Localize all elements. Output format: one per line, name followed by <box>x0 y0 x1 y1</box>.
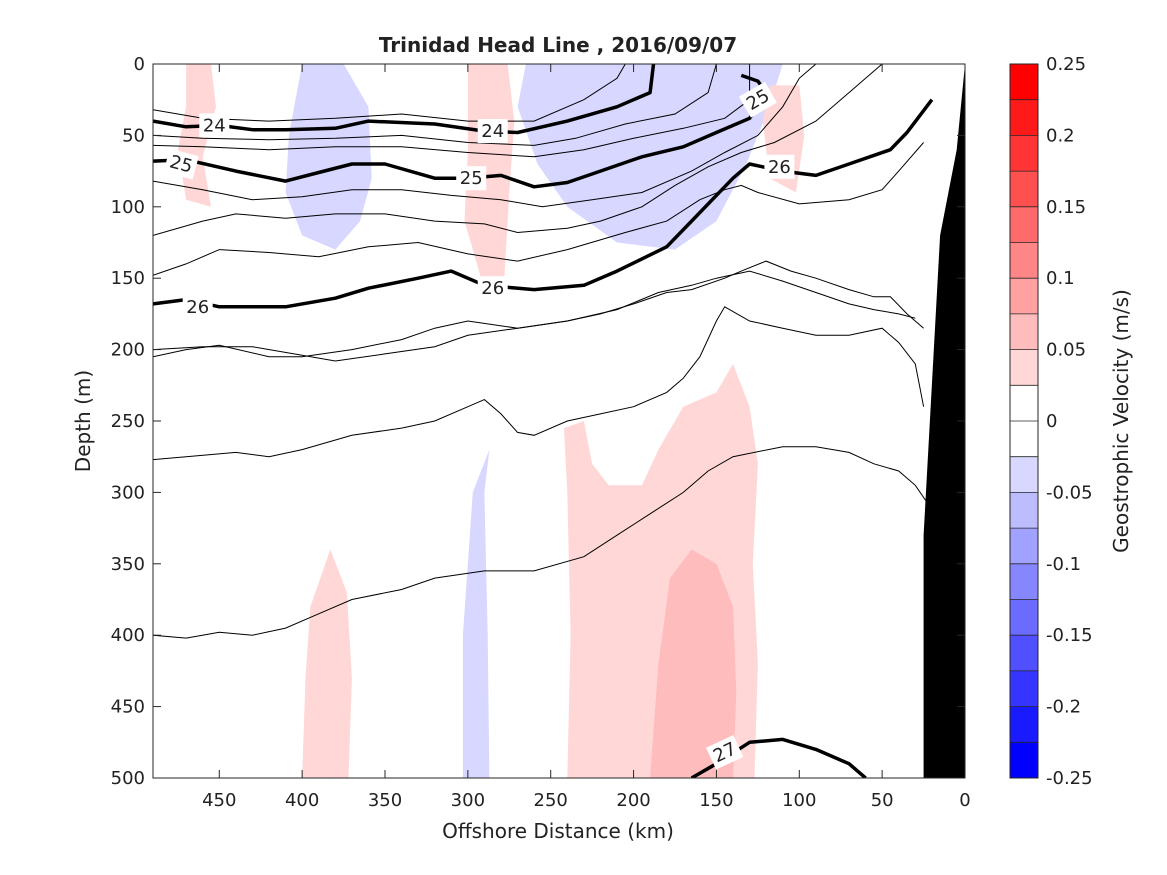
colorbar-swatch <box>1010 742 1038 779</box>
x-tick-label: 400 <box>285 790 319 811</box>
x-tick-label: 350 <box>368 790 402 811</box>
colorbar-tick-label: 0 <box>1046 411 1057 432</box>
velocity-patch-pink-deep-core <box>650 549 737 778</box>
velocity-patch-blue-390 <box>285 64 372 250</box>
y-tick-label: 500 <box>111 768 145 789</box>
x-tick-label: 0 <box>959 790 970 811</box>
contour-label-26: 26 <box>481 278 504 299</box>
velocity-patch-jet-fringe <box>517 64 783 250</box>
contour-thin-9 <box>153 306 925 461</box>
colorbar-swatch <box>1010 385 1038 422</box>
colorbar-swatch <box>1010 492 1038 529</box>
x-tick-label: 300 <box>451 790 485 811</box>
colorbar-tick-label: 0.05 <box>1046 340 1086 361</box>
colorbar-swatch <box>1010 563 1038 600</box>
x-axis-label: Offshore Distance (km) <box>442 819 674 843</box>
isopycnal-26 <box>153 98 934 309</box>
colorbar-swatch <box>1010 206 1038 243</box>
x-tick-label: 50 <box>871 790 894 811</box>
colorbar-swatch <box>1010 456 1038 493</box>
x-tick-label: 200 <box>616 790 650 811</box>
colorbar-swatch <box>1010 99 1038 136</box>
velocity-patch-blue-300 <box>462 449 490 778</box>
contour-label-26: 26 <box>186 297 209 318</box>
colorbar-tick-label: -0.05 <box>1046 482 1093 503</box>
contour-label-24: 24 <box>481 121 504 142</box>
colorbar-swatch <box>1010 278 1038 315</box>
colorbar-swatch <box>1010 242 1038 279</box>
colorbar-swatch <box>1010 171 1038 208</box>
isopycnal-25 <box>153 73 768 189</box>
axes: 450 400 350 300 250 200 150 100 50 00501001502002… <box>111 54 971 811</box>
contour-thin-3 <box>153 64 751 158</box>
colorbar-tick-label: 0.1 <box>1046 268 1075 289</box>
y-axis-label: Depth (m) <box>71 370 95 472</box>
colorbar-swatch <box>1010 670 1038 708</box>
y-tick-label: 300 <box>111 482 145 503</box>
colorbar-swatch <box>1010 421 1038 458</box>
x-tick-label: 250 <box>534 790 568 811</box>
contour-label-24: 24 <box>203 115 226 136</box>
colorbar-swatch <box>1010 313 1038 351</box>
y-tick-label: 400 <box>111 625 145 646</box>
colorbar-tick-label: 0.2 <box>1046 125 1075 146</box>
velocity-patch-pink-390 <box>302 549 352 778</box>
contour-label-25: 25 <box>460 168 483 189</box>
contour-thin-2 <box>153 64 717 146</box>
y-tick-label: 100 <box>111 197 145 218</box>
y-tick-label: 0 <box>134 54 145 75</box>
y-tick-label: 450 <box>111 697 145 718</box>
contour-thin-6 <box>153 142 924 276</box>
colorbar-label: Geostrophic Velocity (m/s) <box>1109 289 1133 553</box>
colorbar-tick-label: 0.15 <box>1046 197 1086 218</box>
colorbar-swatch <box>1010 635 1038 672</box>
y-tick-label: 350 <box>111 554 145 575</box>
colorbar-swatch <box>1010 528 1038 565</box>
x-tick-label: 100 <box>782 790 816 811</box>
velocity-patch-pink-290 <box>464 64 515 279</box>
x-tick-label: 450 <box>202 790 236 811</box>
contour-thin-4 <box>153 64 817 208</box>
colorbar-swatch <box>1010 599 1038 636</box>
y-tick-label: 250 <box>111 411 145 432</box>
contour-thin-5 <box>153 64 883 236</box>
chart-title: Trinidad Head Line , 2016/09/07 <box>379 33 737 57</box>
y-tick-label: 150 <box>111 268 145 289</box>
bathymetry <box>923 64 965 778</box>
colorbar-swatch <box>1010 706 1038 743</box>
colorbar-tick-label: -0.1 <box>1046 554 1081 575</box>
colorbar-tick-label: -0.2 <box>1046 697 1081 718</box>
colorbar-swatch <box>1010 349 1038 386</box>
colorbar-tick-label: -0.15 <box>1046 625 1093 646</box>
contour-thin-10 <box>153 446 941 639</box>
colorbar: 0.25 0.2 0.15 0.1 0.05 0 -0.05 -0.1 -0.15 -0.2 -0.… <box>1009 54 1093 789</box>
x-tick-label: 150 <box>699 790 733 811</box>
colorbar-frame <box>1009 63 1039 779</box>
colorbar-swatch <box>1010 135 1038 172</box>
y-tick-label: 50 <box>122 125 145 146</box>
colorbar-tick-label: 0.25 <box>1046 54 1086 75</box>
y-tick-label: 200 <box>111 340 145 361</box>
contour-thin-1 <box>153 64 626 122</box>
contour-thin-8 <box>153 260 924 362</box>
colorbar-tick-label: -0.25 <box>1046 768 1093 789</box>
contour-label-26: 26 <box>768 157 791 178</box>
colorbar-swatch <box>1010 64 1038 101</box>
